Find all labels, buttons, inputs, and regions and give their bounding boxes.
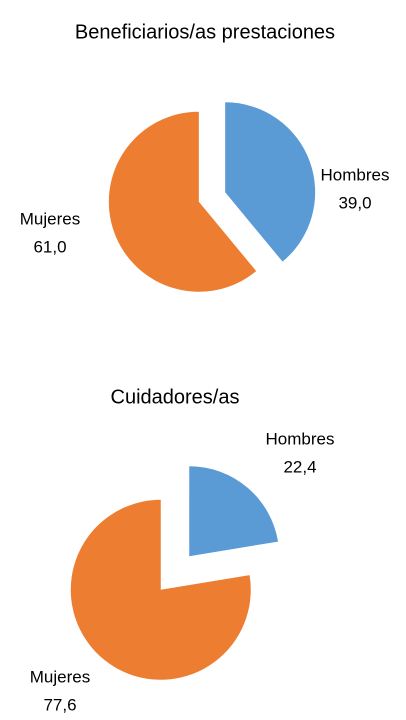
slice-label: Hombres (321, 165, 390, 184)
slice-value: 61,0 (33, 237, 66, 256)
slice-label: Mujeres (20, 209, 80, 228)
chart-title: Cuidadores/as (111, 386, 240, 408)
slice-label: Mujeres (30, 667, 90, 686)
pie-slice (189, 466, 279, 557)
slice-label: Hombres (266, 429, 335, 448)
slice-value: 22,4 (283, 457, 316, 476)
pie-slice (225, 102, 316, 262)
chart-title: Beneficiarios/as prestaciones (75, 21, 335, 43)
pie-slice (70, 499, 251, 680)
pie-slice (108, 111, 257, 292)
slice-value: 39,0 (338, 193, 371, 212)
slice-value: 77,6 (43, 695, 76, 714)
